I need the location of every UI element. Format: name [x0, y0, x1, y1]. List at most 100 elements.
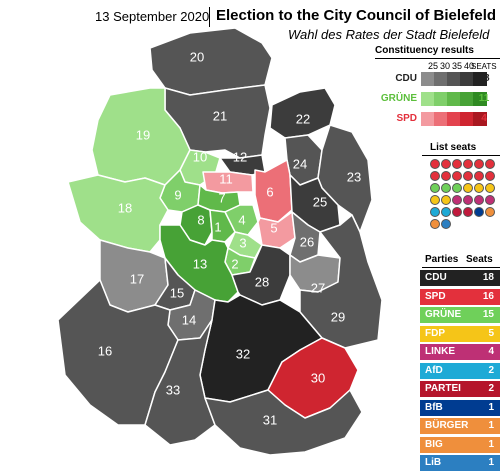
district-label-22: 22 [296, 111, 310, 126]
list-seat-dot [430, 183, 440, 193]
result-swatch [460, 112, 474, 126]
constituency-results-title: Constituency results [375, 45, 474, 56]
list-seat-dot [474, 195, 484, 205]
district-label-13: 13 [193, 256, 207, 271]
result-swatch [473, 72, 487, 86]
result-swatch [460, 72, 474, 86]
constituency-results-rule [375, 58, 500, 59]
list-seats-panel: List seats [420, 142, 500, 242]
list-seats-rule [422, 155, 500, 156]
party-name: BIG [425, 438, 443, 450]
district-label-31: 31 [263, 412, 277, 427]
list-seats-title: List seats [430, 142, 477, 153]
list-seat-dot [485, 159, 495, 169]
party-row: BÜRGER 1 [420, 418, 500, 434]
result-swatch [421, 112, 435, 126]
list-seat-dot [463, 183, 473, 193]
party-name: AfD [425, 364, 443, 376]
result-swatch [473, 92, 487, 106]
party-name: SPD [425, 290, 446, 302]
list-seat-dot [452, 207, 462, 217]
party-row: BIG 1 [420, 436, 500, 453]
list-seat-dot [430, 171, 440, 181]
constituency-party-label: GRÜNE [380, 93, 417, 104]
district-label-26: 26 [300, 234, 314, 249]
header-divider [209, 7, 210, 27]
map-header: 13 September 2020 Election to the City C… [0, 0, 500, 52]
party-table-rule [422, 267, 500, 268]
party-name: BÜRGER [425, 420, 469, 431]
district-label-15: 15 [170, 285, 184, 300]
party-seat-count: 1 [488, 401, 494, 413]
party-seat-count: 4 [488, 346, 494, 357]
list-seat-dot [452, 159, 462, 169]
list-seat-dot [441, 183, 451, 193]
district-label-25: 25 [313, 194, 327, 209]
list-seat-dot [430, 159, 440, 169]
result-swatch [434, 112, 448, 126]
list-seat-dot [463, 171, 473, 181]
district-label-21: 21 [213, 108, 227, 123]
party-name: PARTEI [425, 383, 461, 394]
party-seat-count: 2 [488, 364, 494, 376]
map-subtitle: Wahl des Rates der Stadt Bielefeld [288, 27, 490, 42]
party-seat-count: 18 [482, 272, 494, 283]
party-row: CDU 18 [420, 270, 500, 286]
list-seat-dot [430, 207, 440, 217]
list-seat-dot [474, 159, 484, 169]
district-label-27: 27 [311, 280, 325, 295]
list-seat-dot [463, 207, 473, 217]
party-seat-count: 1 [488, 438, 494, 450]
list-seat-dot [463, 159, 473, 169]
scale-tick: 40 [463, 61, 474, 71]
list-seat-dot [441, 219, 451, 229]
party-row: SPD 16 [420, 288, 500, 305]
list-seat-dot [441, 171, 451, 181]
list-seat-dot [452, 195, 462, 205]
district-label-7: 7 [218, 190, 225, 205]
party-name: CDU [425, 272, 447, 283]
seats-column-header: Seats [466, 254, 493, 265]
district-label-30: 30 [311, 370, 325, 385]
constituency-party-label: SPD [396, 113, 417, 124]
seats-header: SEATS [471, 62, 497, 71]
list-seat-dot [452, 183, 462, 193]
party-seat-count: 1 [488, 457, 494, 468]
result-swatch [434, 72, 448, 86]
list-seat-dot [474, 207, 484, 217]
scale-tick: 30 [439, 61, 450, 71]
district-label-1: 1 [214, 219, 221, 234]
party-row: PARTEI 2 [420, 381, 500, 397]
list-seat-dot [485, 171, 495, 181]
list-seat-dot [452, 171, 462, 181]
district-20[interactable] [149, 27, 273, 96]
party-row: LiB 1 [420, 455, 500, 471]
list-seat-dot [441, 159, 451, 169]
district-33[interactable] [144, 319, 216, 446]
district-label-28: 28 [255, 274, 269, 289]
district-label-14: 14 [182, 312, 196, 327]
district-label-20: 20 [190, 49, 204, 64]
party-row: LINKE 4 [420, 344, 500, 360]
district-label-17: 17 [130, 271, 144, 286]
district-label-23: 23 [347, 169, 361, 184]
result-swatch [460, 92, 474, 106]
list-seat-dot [441, 195, 451, 205]
party-row: AfD 2 [420, 362, 500, 379]
party-seat-count: 2 [488, 383, 494, 394]
party-seat-count: 5 [488, 327, 494, 339]
party-row: FDP 5 [420, 325, 500, 342]
party-seat-count: 1 [488, 420, 494, 431]
result-swatch [447, 72, 461, 86]
district-label-10: 10 [193, 149, 207, 164]
election-date: 13 September 2020 [95, 9, 210, 24]
scale-tick: 35 [451, 61, 462, 71]
district-label-9: 9 [174, 187, 181, 202]
party-row: GRÜNE 15 [420, 307, 500, 323]
party-row: BfB 1 [420, 399, 500, 416]
district-31[interactable] [204, 389, 363, 456]
result-swatch [473, 112, 487, 126]
list-seat-dot [485, 207, 495, 217]
party-name: LiB [425, 457, 442, 468]
district-label-3: 3 [239, 235, 246, 250]
